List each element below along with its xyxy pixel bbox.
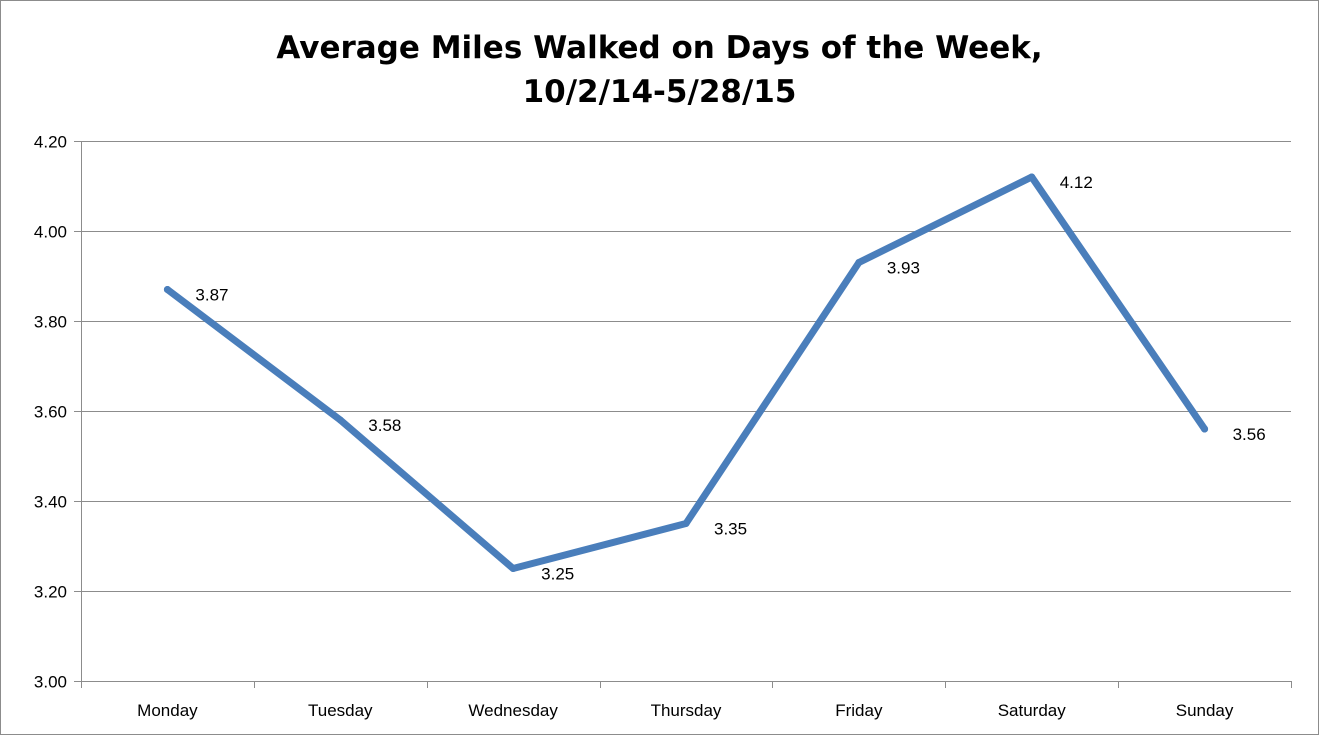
chart-title: Average Miles Walked on Days of the Week… bbox=[0, 26, 1319, 114]
data-point bbox=[509, 565, 517, 572]
axes bbox=[81, 141, 1292, 688]
data-label: 3.25 bbox=[541, 565, 574, 584]
data-point bbox=[336, 416, 344, 424]
data-point bbox=[855, 259, 863, 266]
y-tick-label: 3.00 bbox=[34, 673, 67, 692]
x-axis-tick-labels: Monday Tuesday Wednesday Thursday Friday Satu… bbox=[137, 701, 1234, 720]
y-tick-label: 4.20 bbox=[34, 133, 67, 152]
x-tick-label: Monday bbox=[137, 701, 198, 720]
y-axis-tick-labels: 3.00 3.20 3.40 3.60 3.80 4.00 4.20 bbox=[34, 133, 67, 692]
y-tick-label: 3.60 bbox=[34, 403, 67, 422]
x-tick-label: Saturday bbox=[998, 701, 1067, 720]
data-label: 3.87 bbox=[195, 286, 228, 305]
data-point bbox=[682, 520, 690, 527]
x-tick-label: Sunday bbox=[1176, 701, 1234, 720]
y-tick-label: 3.80 bbox=[34, 313, 67, 332]
data-label: 3.58 bbox=[368, 416, 401, 435]
x-tick-label: Friday bbox=[835, 701, 883, 720]
series-line bbox=[163, 173, 1209, 572]
data-label: 3.56 bbox=[1233, 425, 1266, 444]
data-label: 4.12 bbox=[1060, 173, 1093, 192]
data-point bbox=[163, 286, 171, 293]
data-label: 3.93 bbox=[887, 259, 920, 278]
x-tick-label: Thursday bbox=[651, 701, 722, 720]
data-point bbox=[1201, 425, 1209, 433]
y-tick-label: 3.40 bbox=[34, 493, 67, 512]
gridlines bbox=[74, 141, 1291, 682]
x-tick-label: Tuesday bbox=[308, 701, 373, 720]
y-tick-label: 3.20 bbox=[34, 583, 67, 602]
chart-title-line-1: Average Miles Walked on Days of the Week… bbox=[276, 30, 1043, 66]
x-tick-label: Wednesday bbox=[468, 701, 558, 720]
series-line-path bbox=[163, 173, 1209, 572]
data-point bbox=[1028, 173, 1036, 181]
data-label: 3.35 bbox=[714, 520, 747, 539]
data-labels: 3.87 3.58 3.25 3.35 3.93 4.12 3.56 bbox=[195, 173, 1265, 584]
y-tick-label: 4.00 bbox=[34, 223, 67, 242]
chart-title-line-2: 10/2/14-5/28/15 bbox=[522, 74, 797, 110]
